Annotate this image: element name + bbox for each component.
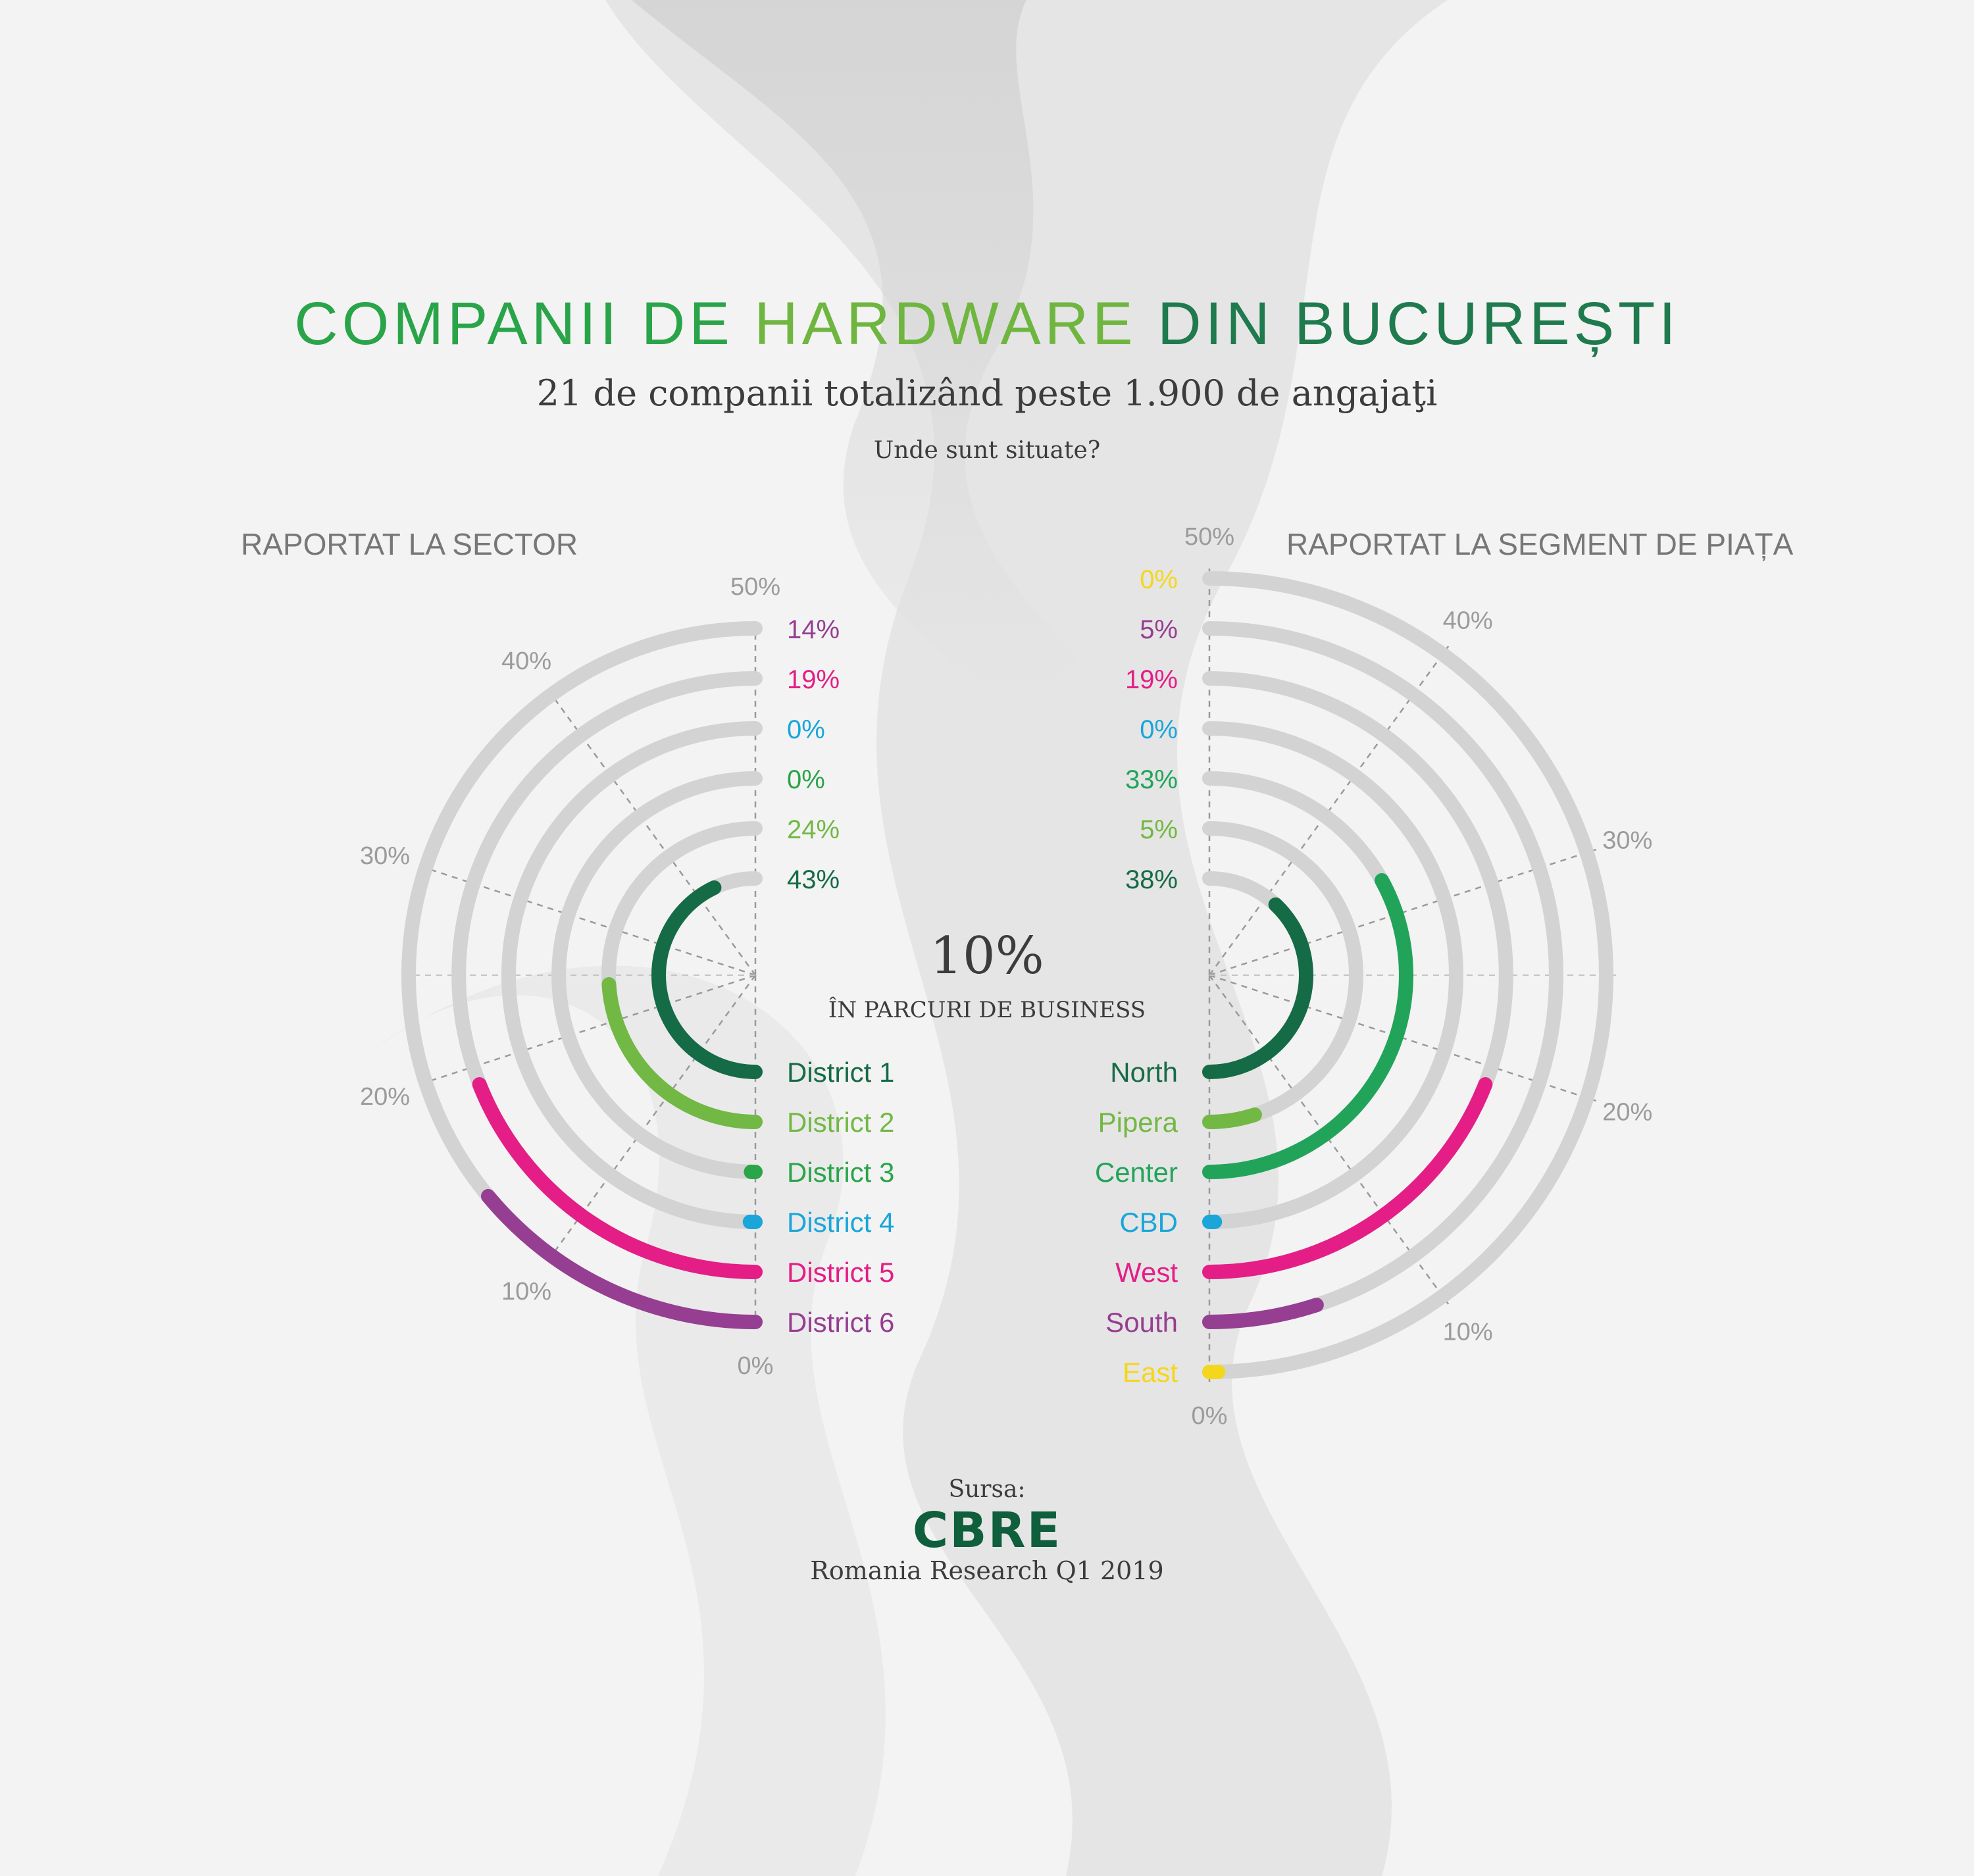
segment-chart-title: RAPORTAT LA SEGMENT DE PIAȚA (1286, 527, 1794, 561)
title-part-1: COMPANII DE (294, 290, 755, 357)
value-label-cbd: 0% (1140, 715, 1178, 744)
title-part-3: DIN BUCUREȘTI (1136, 290, 1680, 357)
track-arc-east (1202, 571, 1613, 1379)
category-label-north: North (1110, 1057, 1178, 1088)
axis-tick-label: 40% (1443, 607, 1493, 635)
track-arc-district-4 (501, 721, 763, 1229)
source-text: Romania Research Q1 2019 (810, 1556, 1164, 1585)
category-label-pipera: Pipera (1098, 1107, 1178, 1138)
value-label-pipera: 5% (1140, 815, 1178, 844)
axis-tick-label: 10% (1443, 1318, 1493, 1346)
category-label-west: West (1115, 1257, 1178, 1288)
business-parks-value: 10% (930, 926, 1044, 986)
category-label-center: Center (1095, 1157, 1178, 1188)
axis-tick-label: 50% (1184, 523, 1234, 551)
axis-tick-label: 0% (1192, 1402, 1228, 1430)
cbre-logo: CBRE (912, 1502, 1062, 1559)
sector-chart-title: RAPORTAT LA SECTOR (241, 527, 578, 561)
axis-spoke (416, 864, 756, 976)
value-arc-district-2 (601, 977, 763, 1129)
axis-tick-label: 20% (360, 1083, 410, 1111)
axis-spoke (545, 975, 757, 1265)
background-waves (368, 0, 1448, 1876)
page-subtitle: 21 de companii totalizând peste 1.900 de… (536, 372, 1438, 414)
value-arc-north (1202, 897, 1313, 1079)
category-label-east: East (1123, 1357, 1178, 1388)
value-arc-south (1202, 1298, 1324, 1329)
axis-tick-label: 40% (501, 647, 551, 675)
value-arc-district-6 (480, 1188, 763, 1329)
category-label-district-6: District 6 (787, 1307, 894, 1338)
category-label-district-2: District 2 (787, 1107, 894, 1138)
category-label-district-5: District 5 (787, 1257, 894, 1288)
axis-tick-label: 30% (360, 842, 410, 870)
track-arc-pipera (1202, 821, 1363, 1129)
value-label-district-4: 0% (787, 715, 825, 744)
axis-spoke (545, 686, 757, 976)
value-label-west: 19% (1125, 665, 1178, 694)
value-label-district-6: 14% (787, 615, 840, 644)
value-arc-district-1 (651, 880, 763, 1079)
axis-tick-label: 30% (1602, 827, 1652, 855)
track-arc-cbd (1202, 721, 1463, 1229)
business-parks-label: ÎN PARCURI DE BUSINESS (828, 997, 1146, 1023)
value-label-district-5: 19% (787, 665, 840, 694)
sector-radial-chart: 0% 10% 20% 30% 40% 50% District 1 43% District 2… (360, 573, 894, 1380)
source-label: Sursa: (948, 1476, 1026, 1503)
value-label-center: 33% (1125, 765, 1178, 794)
value-arc-pipera (1202, 1107, 1262, 1129)
value-label-district-3: 0% (787, 765, 825, 794)
category-label-south: South (1105, 1307, 1178, 1338)
axis-tick-label: 50% (730, 573, 780, 601)
track-arc-district-3 (551, 771, 763, 1179)
value-label-district-1: 43% (787, 865, 840, 894)
axis-spoke (416, 974, 756, 1086)
value-arc-center (1202, 873, 1413, 1179)
value-label-south: 5% (1140, 615, 1178, 644)
axis-tick-label: 0% (738, 1352, 774, 1380)
value-label-district-2: 24% (787, 815, 840, 844)
value-arc-west (1202, 1077, 1493, 1279)
value-arc-district-5 (472, 1077, 763, 1279)
track-arc-south (1202, 621, 1563, 1329)
category-label-district-3: District 3 (787, 1157, 894, 1188)
page-question: Unde sunt situate? (873, 437, 1101, 464)
value-label-east: 0% (1140, 565, 1178, 594)
page-title: COMPANII DE HARDWARE DIN BUCUREȘTI (0, 290, 1974, 359)
axis-tick-label: 20% (1602, 1098, 1652, 1126)
category-label-district-1: District 1 (787, 1057, 894, 1088)
value-label-north: 38% (1125, 865, 1178, 894)
segment-radial-chart: 0% 10% 20% 30% 40% 50% North 38% Pipera 5% Center 3… (1095, 523, 1652, 1430)
category-label-cbd: CBD (1119, 1207, 1178, 1238)
axis-tick-label: 10% (501, 1278, 551, 1306)
category-label-district-4: District 4 (787, 1207, 894, 1238)
title-part-2: HARDWARE (754, 290, 1137, 357)
